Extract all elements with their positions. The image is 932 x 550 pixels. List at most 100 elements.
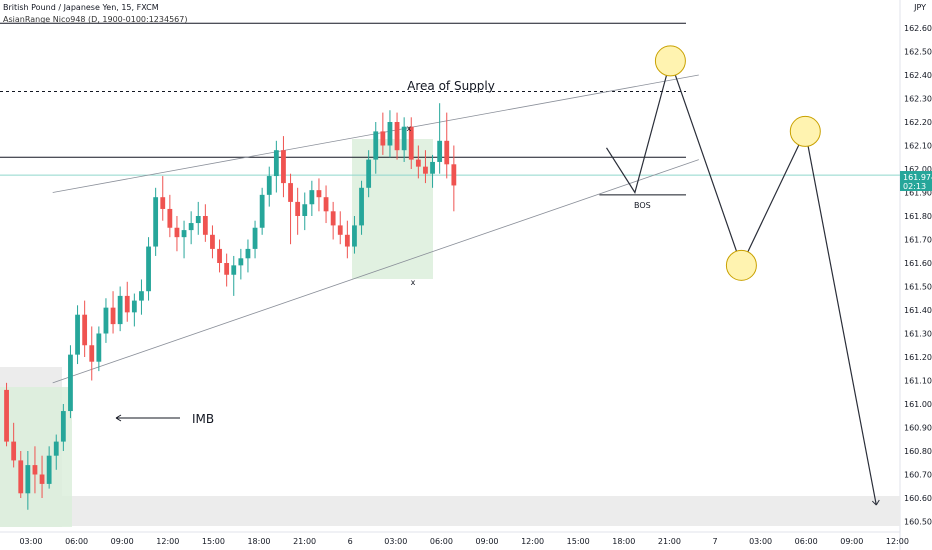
candle-body — [181, 230, 187, 238]
candle-body — [295, 201, 301, 216]
candle-body — [309, 190, 315, 205]
candle-body — [153, 197, 159, 247]
candle-body — [259, 194, 265, 228]
candle-body — [174, 227, 180, 238]
price-tick-label: 162.300 — [904, 95, 932, 104]
indicator-legend[interactable]: AsianRange Nico948 (D, 1900-0100:1234567… — [3, 15, 188, 24]
time-axis[interactable]: 03:00 06:00 09:00 12:00 15:00 18:00 21:00 6 03:0… — [19, 537, 908, 546]
time-tick-label: 06:00 — [65, 537, 88, 546]
candle-body — [146, 246, 151, 292]
candle-body — [124, 295, 130, 313]
candle-body — [266, 176, 272, 195]
time-tick-label: 7 — [712, 537, 717, 546]
asian-range-box-green-2 — [352, 139, 433, 279]
candle-body — [401, 126, 407, 151]
candles-group — [4, 103, 457, 510]
candle-body — [139, 291, 144, 301]
time-tick-label: 12:00 — [521, 537, 544, 546]
candle-body — [408, 126, 414, 160]
time-tick-label: 15:00 — [202, 537, 225, 546]
price-tick-label: 160.700 — [904, 471, 932, 480]
price-tick-label: 162.600 — [904, 24, 932, 33]
candle-body — [288, 183, 293, 202]
supply-label: Area of Supply — [407, 79, 495, 93]
candle-body — [110, 307, 116, 325]
candle-body — [217, 248, 222, 263]
time-tick-label: 09:00 — [840, 537, 863, 546]
candle-body — [224, 263, 230, 275]
time-tick-label: 6 — [348, 537, 353, 546]
candle-body — [68, 354, 73, 412]
candle-body — [60, 411, 66, 442]
candle-body — [330, 211, 336, 226]
asian-range-box-green-1 — [0, 387, 72, 527]
candle-body — [430, 161, 435, 174]
price-tick-label: 160.900 — [904, 424, 932, 433]
price-tick-label: 162.200 — [904, 118, 932, 127]
time-tick-label: 09:00 — [475, 537, 498, 546]
projection-path-group — [605, 45, 880, 506]
chart-symbol-title: British Pound / Japanese Yen, 15, FXCM — [3, 3, 159, 12]
currency-badge[interactable]: JPY — [913, 3, 926, 12]
candle-body — [53, 441, 59, 456]
candle-body — [25, 465, 31, 494]
time-tick-label: 12:00 — [156, 537, 179, 546]
projection-arrow-head — [871, 499, 880, 506]
bos-label: BOS — [634, 201, 651, 210]
candle-body — [103, 307, 109, 334]
candle-body — [160, 197, 166, 209]
candle-body — [210, 234, 215, 249]
current-price-value: 161.974 — [903, 173, 932, 182]
candle-body — [352, 225, 357, 247]
price-tick-label: 160.800 — [904, 447, 932, 456]
projection-circle — [725, 249, 757, 281]
price-tick-label: 160.500 — [904, 518, 932, 527]
time-tick-label: 09:00 — [111, 537, 134, 546]
candle-body — [82, 314, 88, 346]
price-tick-label: 161.500 — [904, 283, 932, 292]
time-tick-label: 03:00 — [19, 537, 42, 546]
wedge-lower-line — [52, 159, 699, 384]
imb-label: IMB — [192, 412, 214, 426]
candle-body — [394, 122, 400, 151]
candle-body — [344, 234, 350, 247]
candle-body — [359, 187, 364, 226]
candle-body — [195, 216, 201, 224]
candle-body — [380, 131, 386, 146]
candle-body — [188, 223, 194, 231]
price-tick-label: 161.200 — [904, 353, 932, 362]
candle-body — [231, 265, 237, 275]
candle-body — [387, 122, 393, 146]
price-tick-label: 162.100 — [904, 142, 932, 151]
candle-body — [96, 333, 102, 362]
candle-body — [302, 204, 308, 216]
candle-body — [245, 248, 251, 259]
price-tick-label: 161.100 — [904, 377, 932, 386]
time-tick-label: 21:00 — [293, 537, 316, 546]
candle-body — [89, 345, 95, 362]
imb-arrow-head — [115, 414, 122, 422]
candle-body — [46, 455, 52, 484]
candle-body — [131, 300, 137, 313]
time-tick-label: 06:00 — [795, 537, 818, 546]
candle-body — [415, 159, 421, 167]
x-mark-bottom: x — [411, 278, 416, 287]
candle-body — [323, 197, 329, 212]
candle-body — [281, 150, 286, 184]
current-price-countdown: 02:13 — [903, 182, 926, 191]
time-tick-label: 06:00 — [430, 537, 453, 546]
time-tick-label: 12:00 — [886, 537, 909, 546]
candle-body — [444, 140, 450, 165]
price-tick-label: 161.300 — [904, 330, 932, 339]
time-tick-label: 03:00 — [749, 537, 772, 546]
candle-body — [373, 131, 379, 160]
price-tick-label: 161.400 — [904, 306, 932, 315]
time-tick-label: 18:00 — [247, 537, 270, 546]
price-axis[interactable]: 162.600 162.500 162.400 162.300 162.200 162.1… — [904, 24, 932, 527]
x-mark-top: x — [407, 124, 412, 133]
candle-body — [18, 460, 24, 494]
candle-body — [75, 314, 80, 355]
price-tick-label: 162.500 — [904, 48, 932, 57]
candle-body — [273, 150, 279, 177]
